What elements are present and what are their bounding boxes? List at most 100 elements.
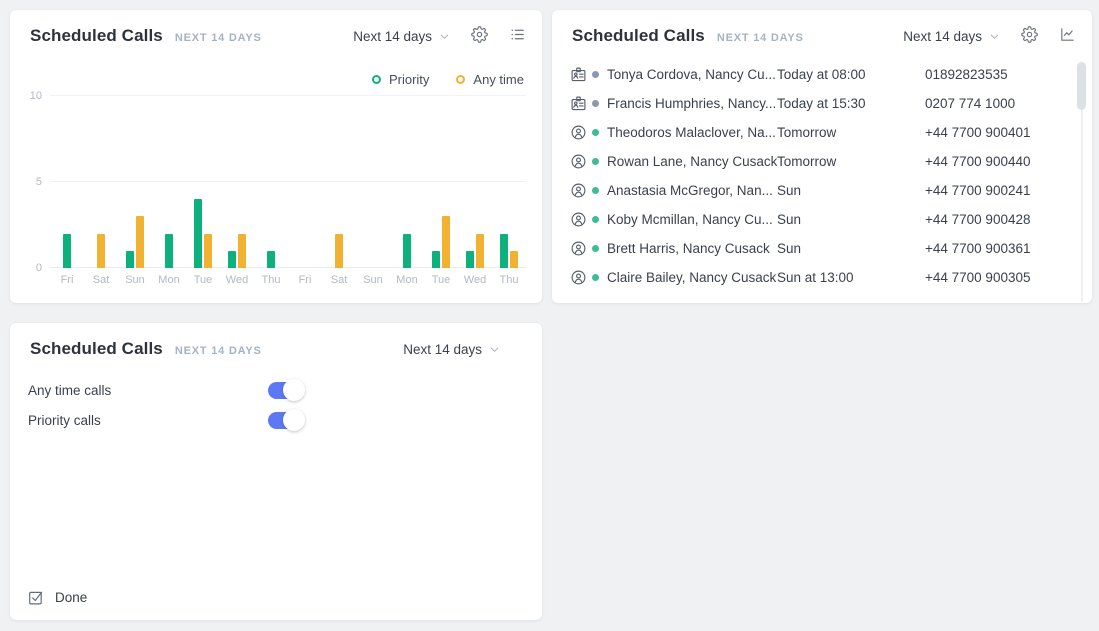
- priority-bar: [403, 233, 411, 268]
- call-time: Tomorrow: [777, 125, 837, 140]
- bar-group: [322, 96, 356, 268]
- status-dot: [592, 216, 599, 223]
- call-row[interactable]: Brett Harris, Nancy Cusack Sun +44 7700 90…: [570, 234, 1064, 263]
- call-row[interactable]: Theodoros Malaclover, Na... Tomorrow +44 7…: [570, 118, 1064, 147]
- toggle-knob: [283, 409, 305, 431]
- title-group: Scheduled Calls NEXT 14 DAYS: [30, 339, 262, 359]
- priority-bar: [432, 250, 440, 268]
- chevron-down-icon: [489, 344, 500, 355]
- range-filter[interactable]: Next 14 days: [403, 342, 500, 357]
- scrollbar-thumb[interactable]: [1077, 62, 1086, 110]
- header-controls: Next 14 days: [903, 26, 1076, 46]
- status-dot: [592, 71, 599, 78]
- x-axis-label: Thu: [261, 274, 281, 286]
- card-header: Scheduled Calls NEXT 14 DAYS Next 14 day…: [10, 10, 542, 46]
- call-row[interactable]: Tonya Cordova, Nancy Cu... Today at 08:00…: [570, 60, 1064, 89]
- y-axis-tick-label: 0: [35, 262, 42, 274]
- call-phone: 0207 774 1000: [925, 96, 1016, 111]
- card-title: Scheduled Calls: [30, 339, 163, 358]
- range-filter-label: Next 14 days: [903, 28, 982, 44]
- x-axis-label: Tue: [431, 274, 451, 286]
- status-dot: [592, 274, 599, 281]
- call-time: Sun: [777, 183, 802, 198]
- bar-group: [186, 96, 220, 268]
- gear-icon: [471, 26, 488, 46]
- call-phone: 01892823535: [925, 67, 1008, 82]
- bar-group: [220, 96, 254, 268]
- range-filter-label: Next 14 days: [403, 341, 482, 357]
- call-time: Tomorrow: [777, 154, 837, 169]
- call-row[interactable]: Claire Bailey, Nancy Cusack Sun at 13:00 +…: [570, 263, 1064, 292]
- call-phone: +44 7700 900428: [925, 212, 1031, 227]
- legend-label: Any time: [473, 72, 524, 87]
- plot-area: [50, 95, 526, 268]
- bar-group: [424, 96, 458, 268]
- call-participants: Claire Bailey, Nancy Cusack: [607, 270, 777, 285]
- legend-item-any-time[interactable]: Any time: [456, 72, 524, 87]
- any-time-bar: [238, 233, 246, 268]
- call-row[interactable]: Francis Humphries, Nancy... Today at 15:3…: [570, 89, 1064, 118]
- status-dot: [592, 187, 599, 194]
- card-subtitle: NEXT 14 DAYS: [174, 32, 262, 44]
- call-list: Tonya Cordova, Nancy Cu... Today at 08:00…: [570, 60, 1064, 292]
- priority-legend-ring-icon: [371, 75, 381, 84]
- priority-bar: [500, 233, 508, 268]
- card-title: Scheduled Calls: [572, 26, 705, 45]
- any-time-calls-toggle[interactable]: [268, 379, 305, 401]
- x-axis-label: Wed: [225, 274, 249, 286]
- y-axis: 0 5 10: [24, 90, 50, 274]
- call-phone: +44 7700 900241: [925, 183, 1031, 198]
- card-title: Scheduled Calls: [30, 26, 163, 45]
- priority-bar: [194, 199, 202, 268]
- settings-button[interactable]: [1021, 26, 1038, 46]
- priority-bar: [267, 250, 275, 268]
- priority-bar: [466, 250, 474, 268]
- gear-icon: [1021, 26, 1038, 46]
- status-dot: [592, 158, 599, 165]
- bar-group: [84, 96, 118, 268]
- call-participants: Brett Harris, Nancy Cusack: [607, 241, 770, 256]
- status-dot: [592, 100, 599, 107]
- any-time-bar: [335, 233, 343, 268]
- toggle-label: Priority calls: [28, 412, 101, 428]
- line-chart-icon: [1059, 26, 1076, 46]
- list-view-button[interactable]: [509, 26, 526, 46]
- priority-calls-toggle[interactable]: [268, 409, 305, 431]
- call-row[interactable]: Anastasia McGregor, Nan... Sun +44 7700 90…: [570, 176, 1064, 205]
- priority-bar: [165, 233, 173, 268]
- scrollbar[interactable]: [1077, 62, 1086, 302]
- call-participants: Francis Humphries, Nancy...: [607, 96, 777, 111]
- any-time-bar: [97, 233, 105, 268]
- settings-button[interactable]: [471, 26, 488, 46]
- bar-groups: [50, 96, 526, 268]
- legend-item-priority[interactable]: Priority: [371, 72, 429, 87]
- any-time-legend-ring-icon: [456, 75, 466, 84]
- header-controls: Next 14 days: [403, 342, 500, 357]
- chevron-down-icon: [989, 31, 1000, 42]
- x-axis-label: Thu: [499, 274, 519, 286]
- range-filter[interactable]: Next 14 days: [903, 29, 1000, 44]
- bar-chart: 0 5 10 Fri Sat Sun Mon Tue Wed Thu Fri Sat Sun Mon Tu…: [24, 90, 526, 286]
- bar-group: [254, 96, 288, 268]
- call-row[interactable]: Rowan Lane, Nancy Cusack Tomorrow +44 7700…: [570, 147, 1064, 176]
- call-time: Today at 08:00: [777, 67, 866, 82]
- bar-group: [458, 96, 492, 268]
- bar-group: [390, 96, 424, 268]
- bar-group: [288, 96, 322, 268]
- call-participants: Tonya Cordova, Nancy Cu...: [607, 67, 776, 82]
- range-filter-label: Next 14 days: [353, 28, 432, 44]
- status-dot: [592, 245, 599, 252]
- chevron-down-icon: [439, 31, 450, 42]
- toggle-row-any-time-calls: Any time calls: [28, 375, 524, 405]
- call-row[interactable]: Koby Mcmillan, Nancy Cu... Sun +44 7700 90…: [570, 205, 1064, 234]
- grid-line: [50, 95, 526, 96]
- x-axis: Fri Sat Sun Mon Tue Wed Thu Fri Sat Sun Mon Tue Wed T…: [50, 274, 526, 286]
- priority-bar: [126, 250, 134, 268]
- range-filter[interactable]: Next 14 days: [353, 29, 450, 44]
- call-phone: +44 7700 900440: [925, 154, 1031, 169]
- x-axis-label: Mon: [396, 274, 418, 286]
- chart-view-button[interactable]: [1059, 26, 1076, 46]
- call-time: Sun: [777, 241, 802, 256]
- done-row[interactable]: Done: [28, 589, 87, 606]
- x-axis-label: Fri: [60, 274, 74, 286]
